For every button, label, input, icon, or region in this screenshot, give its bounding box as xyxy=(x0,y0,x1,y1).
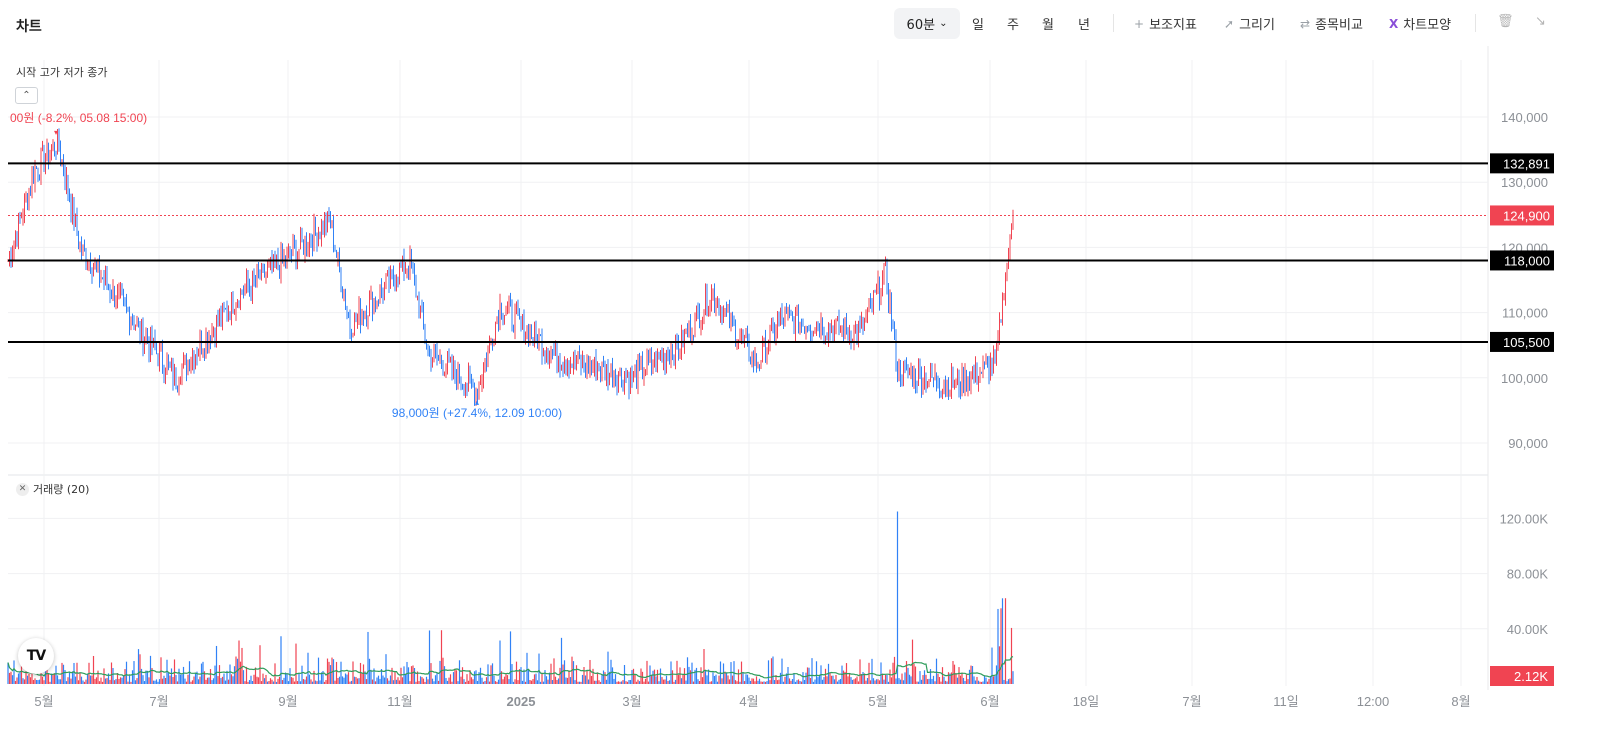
time-tick-label: 6월 xyxy=(980,694,999,709)
price-axis: 140,000130,000120,000110,000100,00090,00… xyxy=(1501,110,1548,451)
price-tag xyxy=(1490,205,1554,226)
volume-tag xyxy=(1490,666,1554,686)
tradingview-logo[interactable]: TV xyxy=(18,638,54,674)
price-tick-label: 100,000 xyxy=(1501,371,1548,386)
compare-label: 종목비교 xyxy=(1315,18,1363,33)
price-tag xyxy=(1490,331,1554,352)
chart-grid xyxy=(8,46,1489,690)
volume-axis: 120.00K 80.00K 40.00K xyxy=(1500,511,1549,636)
candles xyxy=(7,128,1014,406)
volume-tick-label: 80.00K xyxy=(1507,567,1549,582)
ohlc-legend: 시작 고가 저가 종가 xyxy=(16,66,108,79)
chart-title: 차트 xyxy=(16,19,42,35)
price-tag xyxy=(1490,153,1554,174)
high-annotation: 00원 (-8.2%, 05.08 15:00) xyxy=(10,111,147,125)
chart-style-button[interactable]: Ⅹ 차트모양 xyxy=(1389,14,1452,34)
price-tags: 132,891 124,900 118,000 105,500 2.12K xyxy=(1490,153,1554,686)
time-tick-label: 2025 xyxy=(507,694,536,709)
time-tick-label: 8월 xyxy=(1451,694,1470,709)
compare-button[interactable]: ⇄ 종목비교 xyxy=(1300,14,1363,34)
indicator-label: 보조지표 xyxy=(1149,18,1197,33)
time-tick-label: 4월 xyxy=(739,694,758,709)
interval-dropdown[interactable]: 60분 ⌄ xyxy=(894,8,960,39)
trash-icon[interactable]: 🗑 xyxy=(1497,14,1514,29)
chart-toolbar: 차트 60분 ⌄ 일 주 월 년 + 보조지표 ➚ 그리기 ⇄ 종목비교 Ⅹ 차… xyxy=(0,0,1600,46)
high-marker: ▾ xyxy=(54,128,58,137)
horizontal-lines xyxy=(8,162,1488,343)
volume-tick-label: 40.00K xyxy=(1507,622,1549,637)
toolbar-divider xyxy=(1475,14,1476,32)
volume-legend-label: 거래량 (20) xyxy=(33,483,90,496)
toolbar-divider xyxy=(1113,14,1114,32)
price-tick-label: 130,000 xyxy=(1501,175,1548,190)
volume-tick-label: 120.00K xyxy=(1500,511,1549,526)
indicator-button[interactable]: + 보조지표 xyxy=(1134,14,1197,34)
chevron-up-icon: ⌃ xyxy=(22,90,31,101)
volume-legend: ✕ 거래량 (20) xyxy=(16,481,89,497)
time-tick-label: 18일 xyxy=(1073,694,1099,709)
time-tick-label: 3월 xyxy=(622,694,641,709)
volume-tag-label: 2.12K xyxy=(1514,669,1548,684)
time-tick-label: 7월 xyxy=(1182,694,1201,709)
price-tag-label: 118,000 xyxy=(1504,253,1550,268)
time-tick-label: 11일 xyxy=(1273,694,1298,709)
chart-style-label: 차트모양 xyxy=(1403,18,1452,33)
period-week[interactable]: 주 xyxy=(1007,18,1019,33)
period-year[interactable]: 년 xyxy=(1078,18,1090,33)
close-icon[interactable]: ✕ xyxy=(16,482,29,496)
price-tick-label: 110,000 xyxy=(1502,306,1548,321)
chevron-down-icon: ⌄ xyxy=(939,18,948,29)
time-tick-label: 7월 xyxy=(149,694,168,709)
extreme-markers: ▾▴ xyxy=(54,128,479,407)
low-annotation: 98,000원 (+27.4%, 12.09 10:00) xyxy=(392,406,562,420)
candlestick-icon: Ⅹ xyxy=(1389,16,1399,31)
legend-collapse-button[interactable]: ⌃ xyxy=(15,87,38,104)
price-tag xyxy=(1490,250,1554,271)
pencil-icon: ➚ xyxy=(1224,16,1235,31)
price-tick-label: 140,000 xyxy=(1501,110,1548,125)
price-tag-label: 105,500 xyxy=(1503,335,1550,350)
time-tick-label: 11월 xyxy=(387,694,412,709)
price-tag-label: 132,891 xyxy=(1503,156,1550,171)
time-tick-label: 5월 xyxy=(868,694,887,709)
draw-label: 그리기 xyxy=(1239,18,1275,33)
price-tag-label: 124,900 xyxy=(1503,208,1550,223)
volume-ma-line xyxy=(7,656,1014,679)
time-tick-label: 9월 xyxy=(278,694,297,709)
collapse-icon[interactable]: ↘ xyxy=(1535,14,1546,29)
time-tick-label: 12:00 xyxy=(1357,694,1390,709)
price-tick-label: 90,000 xyxy=(1508,436,1548,451)
low-marker: ▴ xyxy=(475,398,479,407)
period-month[interactable]: 월 xyxy=(1042,18,1054,33)
interval-label: 60분 xyxy=(906,18,936,33)
draw-button[interactable]: ➚ 그리기 xyxy=(1224,14,1275,34)
period-day[interactable]: 일 xyxy=(972,18,984,33)
plus-icon: + xyxy=(1134,16,1145,31)
compare-arrows-icon: ⇄ xyxy=(1300,16,1311,31)
time-axis: 5월 7월 9월 11월 2025 3월 4월 5월 6월 18일 7월 11일 12:00 8월 xyxy=(34,694,1470,709)
time-tick-label: 5월 xyxy=(34,694,53,709)
